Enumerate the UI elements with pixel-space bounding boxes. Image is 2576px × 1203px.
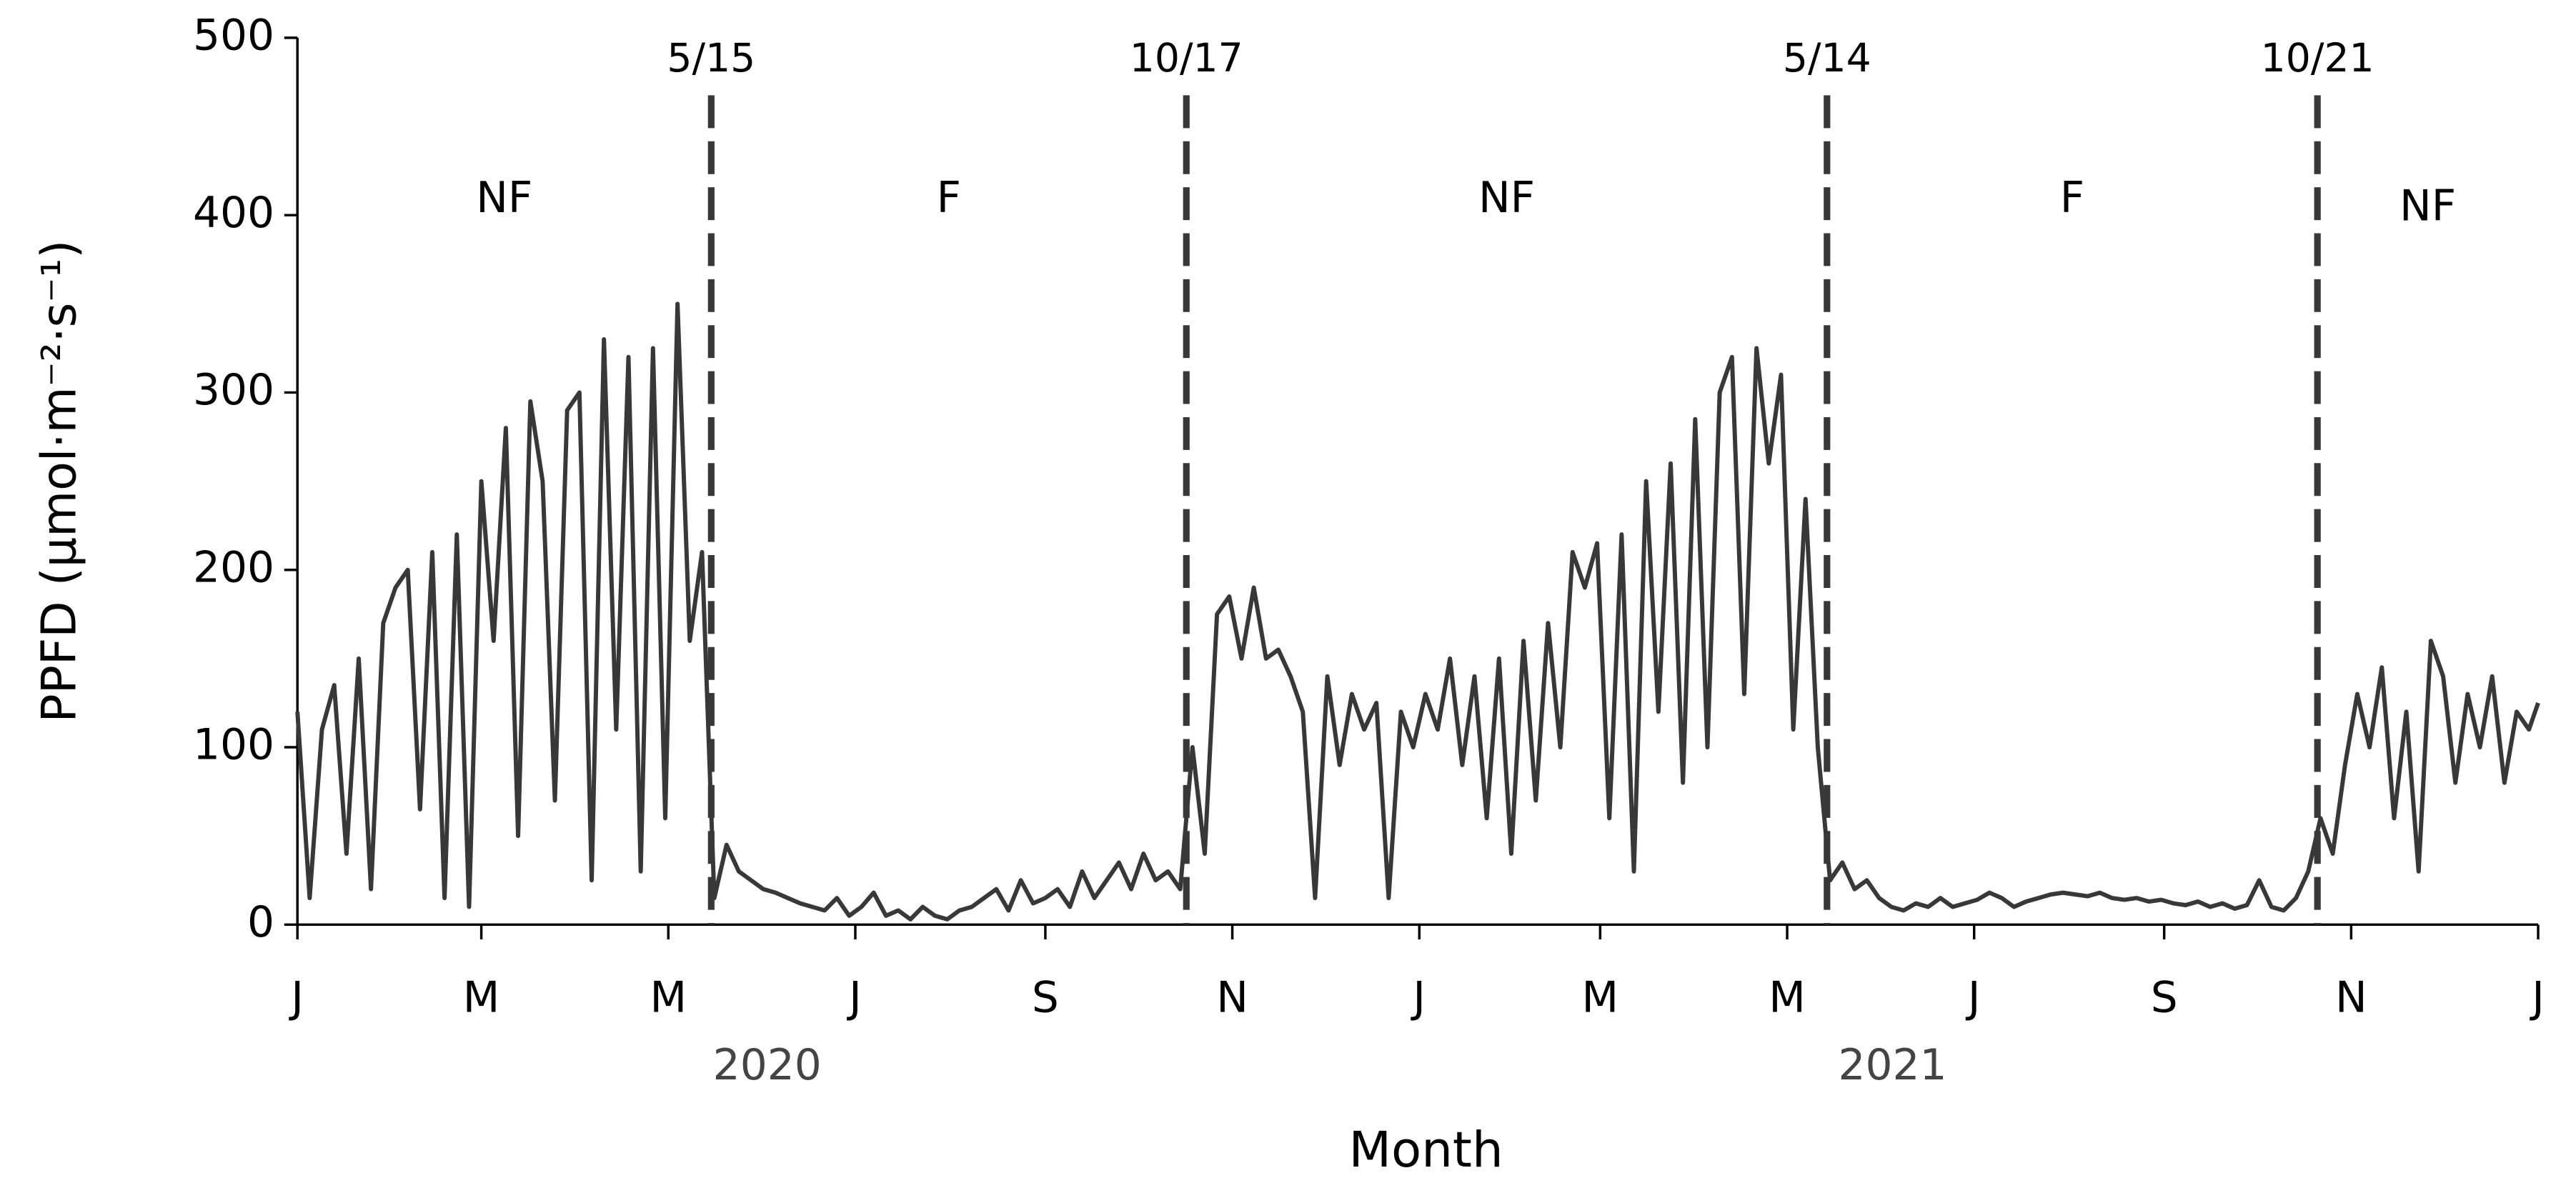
y-tick-label: 0 <box>247 898 274 947</box>
y-tick-label: 300 <box>193 366 274 415</box>
x-tick-label: J <box>1410 974 1426 1023</box>
phase-label: NF <box>476 174 532 223</box>
phase-label: F <box>937 174 961 223</box>
x-tick-label: N <box>2335 974 2367 1023</box>
x-axis-label: Month <box>1349 1122 1503 1179</box>
y-tick-label: 100 <box>193 721 274 770</box>
x-tick-label: M <box>463 974 500 1023</box>
y-tick-label: 400 <box>193 189 274 238</box>
y-tick-label: 500 <box>193 11 274 60</box>
x-tick-label: J <box>288 974 304 1023</box>
year-label: 2021 <box>1838 1041 1946 1090</box>
boundary-label: 10/17 <box>1130 36 1243 81</box>
x-tick-label: S <box>2151 974 2178 1023</box>
phase-label: NF <box>2400 182 2456 231</box>
x-tick-label: J <box>846 974 862 1023</box>
x-tick-label: J <box>1965 974 1981 1023</box>
x-tick-label: M <box>1769 974 1806 1023</box>
x-tick-label: S <box>1032 974 1059 1023</box>
year-label: 2020 <box>713 1041 822 1090</box>
boundary-label: 5/15 <box>667 36 755 81</box>
y-axis-label: PPFD (μmol·m⁻²·s⁻¹) <box>31 240 87 723</box>
phase-label: NF <box>1478 174 1535 223</box>
phase-label: F <box>2060 174 2084 223</box>
x-tick-label: N <box>1216 974 1248 1023</box>
x-tick-label: M <box>1582 974 1619 1023</box>
x-tick-label: J <box>2529 974 2545 1023</box>
boundary-label: 5/14 <box>1783 36 1871 81</box>
boundary-label: 10/21 <box>2261 36 2374 81</box>
y-tick-label: 200 <box>193 543 274 592</box>
data-line <box>295 301 2540 922</box>
x-tick-label: M <box>650 974 687 1023</box>
